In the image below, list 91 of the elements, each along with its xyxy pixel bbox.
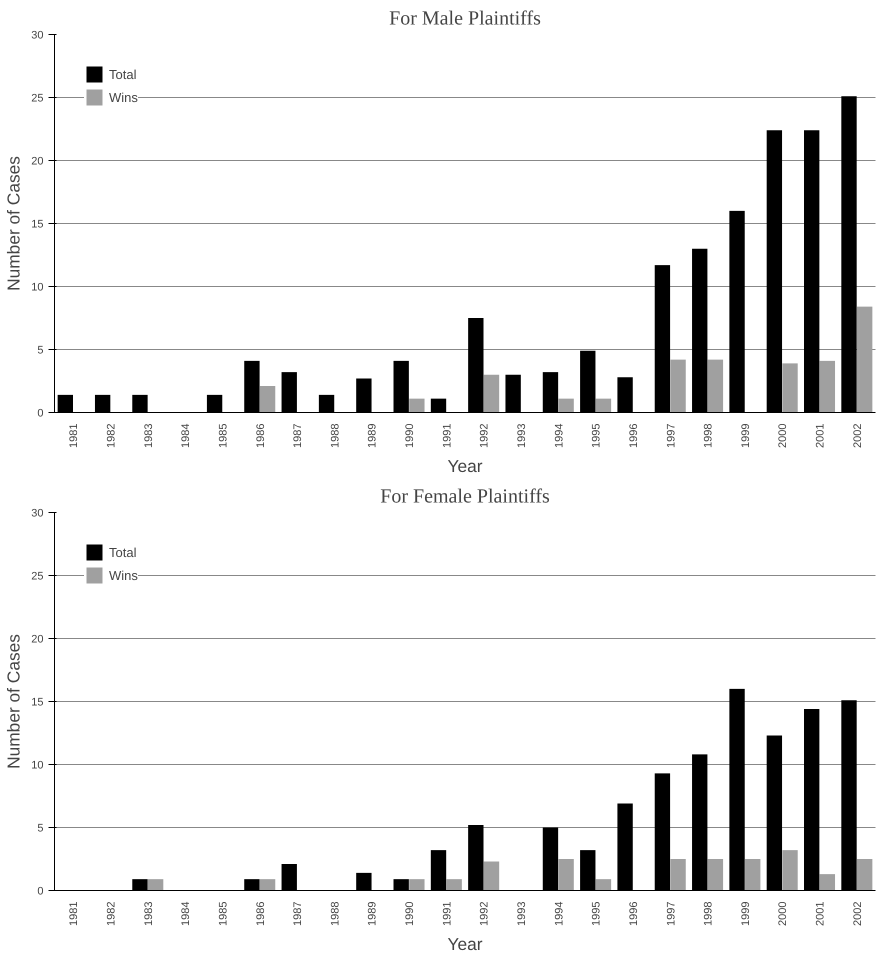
x-tick-label: 1992 xyxy=(478,901,491,926)
y-tick-label: 0 xyxy=(37,886,44,898)
x-tick-label: 1983 xyxy=(142,423,155,448)
y-tick-label: 5 xyxy=(37,344,44,356)
bar xyxy=(558,398,574,412)
bar xyxy=(260,386,276,412)
y-tick-label: 25 xyxy=(31,570,44,582)
x-tick-label: 1993 xyxy=(516,423,528,448)
x-tick-label: 1991 xyxy=(441,423,454,448)
x-tick-label: 1988 xyxy=(329,901,342,926)
x-tick-label: 1982 xyxy=(105,423,118,448)
x-tick-label: 1993 xyxy=(516,901,528,926)
bar xyxy=(148,879,164,890)
bar xyxy=(857,306,872,412)
bar xyxy=(670,859,686,890)
legend-label: Wins xyxy=(109,90,138,104)
bar xyxy=(484,862,500,890)
x-tick-label: 1986 xyxy=(254,423,267,448)
x-tick-label: 1987 xyxy=(292,423,304,448)
x-tick-label: 1989 xyxy=(366,901,379,926)
bar xyxy=(596,879,612,890)
x-tick-label: 2000 xyxy=(777,423,790,448)
bar xyxy=(409,879,425,890)
y-tick-label: 15 xyxy=(31,696,44,708)
x-tick-label: 1999 xyxy=(740,423,752,448)
x-tick-label: 2001 xyxy=(814,423,827,448)
legend-label: Total xyxy=(109,544,136,560)
x-tick-label: 1991 xyxy=(441,901,454,926)
x-axis-title: Year xyxy=(447,456,483,476)
y-axis-title: Number of Cases xyxy=(3,156,24,291)
bar xyxy=(745,859,760,890)
y-tick-label: 0 xyxy=(37,408,44,420)
y-tick-label: 30 xyxy=(31,508,44,520)
bar xyxy=(596,398,612,412)
bar xyxy=(260,879,276,890)
x-tick-label: 1997 xyxy=(665,423,678,448)
bar xyxy=(820,874,836,890)
y-tick-label: 5 xyxy=(37,822,44,834)
x-tick-label: 1988 xyxy=(329,423,342,448)
bar xyxy=(484,374,500,412)
bar xyxy=(558,859,574,890)
y-tick-label: 25 xyxy=(31,92,44,104)
x-tick-label: 1986 xyxy=(254,901,267,926)
x-tick-label: 1984 xyxy=(180,901,192,926)
y-axis-title: Number of Cases xyxy=(3,634,24,769)
bar xyxy=(708,859,724,890)
bar xyxy=(670,360,686,412)
x-tick-label: 2002 xyxy=(852,423,864,448)
bar xyxy=(820,360,836,412)
x-tick-label: 1985 xyxy=(217,901,230,926)
x-tick-label: 1995 xyxy=(590,423,603,448)
x-tick-label: 1983 xyxy=(142,901,155,926)
x-tick-label: 1989 xyxy=(366,423,379,448)
x-tick-label: 1994 xyxy=(553,423,566,448)
x-tick-label: 1999 xyxy=(740,901,752,926)
x-tick-label: 1996 xyxy=(628,901,640,926)
x-tick-label: 2000 xyxy=(777,901,790,926)
y-tick-label: 10 xyxy=(31,760,44,772)
x-tick-label: 2001 xyxy=(814,901,827,926)
x-tick-label: 1997 xyxy=(665,901,678,926)
x-tick-label: 1990 xyxy=(404,423,416,448)
x-tick-label: 1985 xyxy=(217,423,230,448)
x-tick-label: 1987 xyxy=(292,901,304,926)
bar xyxy=(782,850,798,890)
y-tick-label: 15 xyxy=(31,218,44,230)
legend-label: Total xyxy=(109,66,136,82)
x-tick-label: 1995 xyxy=(590,901,603,926)
y-tick-label: 20 xyxy=(31,156,44,168)
chart-title: For Female Plaintiffs xyxy=(380,486,550,508)
x-tick-label: 1998 xyxy=(702,423,715,448)
bar xyxy=(857,859,872,890)
x-axis-title: Year xyxy=(447,934,483,954)
bar xyxy=(409,398,425,412)
y-tick-label: 10 xyxy=(31,282,44,294)
bar xyxy=(782,363,798,412)
x-tick-label: 1990 xyxy=(404,901,416,926)
chart-title: For Male Plaintiffs xyxy=(389,8,542,30)
x-tick-label: 1981 xyxy=(68,423,80,448)
y-tick-label: 30 xyxy=(31,30,44,42)
bar xyxy=(446,879,462,890)
x-tick-label: 2002 xyxy=(852,901,864,926)
legend-label: Wins xyxy=(109,568,138,582)
x-tick-label: 1981 xyxy=(68,901,80,926)
x-tick-label: 1992 xyxy=(478,423,491,448)
x-tick-label: 1984 xyxy=(180,423,192,448)
bar xyxy=(708,360,724,412)
x-tick-label: 1982 xyxy=(105,901,118,926)
x-tick-label: 1998 xyxy=(702,901,715,926)
y-tick-label: 20 xyxy=(31,634,44,646)
x-tick-label: 1994 xyxy=(553,901,566,926)
x-tick-label: 1996 xyxy=(628,423,640,448)
